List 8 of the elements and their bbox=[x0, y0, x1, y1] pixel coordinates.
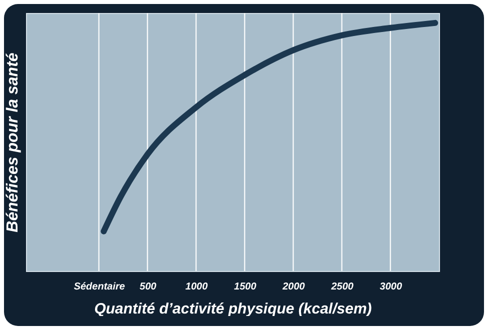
x-tick-label: 3000 bbox=[380, 282, 402, 292]
x-tick-label: 2000 bbox=[282, 282, 306, 292]
x-tick-label: 2500 bbox=[330, 282, 354, 292]
x-tick-label: 1000 bbox=[185, 282, 208, 292]
y-axis-title: Bénéfices pour la santé bbox=[4, 52, 22, 232]
x-tick-label: 1500 bbox=[234, 282, 257, 292]
x-tick-label: Sédentaire bbox=[74, 282, 126, 292]
x-tick-label: 500 bbox=[140, 282, 157, 292]
